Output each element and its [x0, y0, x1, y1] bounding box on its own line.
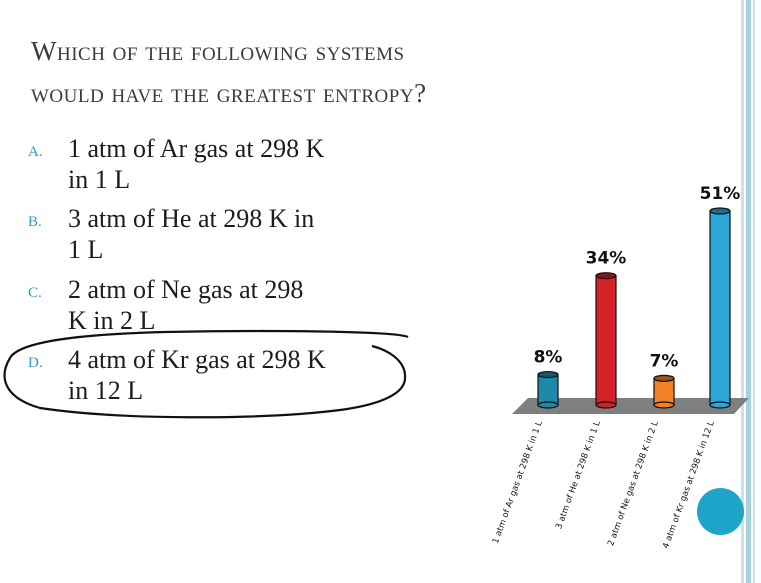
slide-title-line-1: Which of the following systems — [31, 36, 405, 66]
category-label-2: 3 atm of He at 298 K in 1 L — [554, 419, 603, 530]
hand-drawn-answer-circle — [3, 329, 409, 419]
bar-2 — [595, 275, 617, 406]
bar-3-cap — [653, 374, 675, 382]
option-b-letter: B. — [28, 214, 42, 230]
bar-1-base — [537, 401, 559, 409]
option-a-text-line-1: 1 atm of Ar gas at 298 K — [68, 134, 325, 163]
option-c-letter: C. — [28, 285, 42, 301]
option-d-letter: D. — [28, 355, 43, 371]
option-c-text-line-2: K in 2 L — [68, 306, 156, 335]
slide-title: Which of the following systems would hav… — [31, 30, 651, 114]
side-stripe-2 — [746, 0, 751, 583]
chart-floor — [512, 398, 749, 414]
decorative-dot — [697, 488, 744, 535]
bar-3-base — [653, 401, 675, 409]
bar-2-base — [595, 401, 617, 409]
value-label-4: 51% — [700, 184, 741, 204]
bar-4-cap — [709, 207, 731, 215]
side-stripe-3 — [753, 0, 755, 583]
bar-1-cap — [537, 370, 559, 379]
option-a-text-line-2: in 1 L — [68, 165, 131, 194]
category-label-1: 1 atm of Ar gas at 298 K in 1 L — [491, 419, 545, 545]
option-d-text-line-2: in 12 L — [68, 376, 144, 405]
bar-3 — [653, 377, 675, 406]
side-stripe-1 — [741, 0, 744, 583]
bar-4 — [709, 210, 731, 406]
slide-title-line-2: would have the greatest entropy? — [31, 78, 427, 108]
option-b-text-line-1: 3 atm of He at 298 K in — [68, 204, 315, 233]
option-c-text-line-1: 2 atm of Ne gas at 298 — [68, 275, 304, 304]
value-label-3: 7% — [650, 351, 679, 371]
value-label-1: 8% — [534, 348, 563, 368]
bar-1 — [537, 373, 559, 406]
bar-2-cap — [595, 272, 617, 280]
option-b-text-line-2: 1 L — [68, 235, 104, 264]
value-label-2: 34% — [586, 249, 627, 269]
bar-4-base — [709, 401, 731, 409]
category-label-3: 2 atm of Ne gas at 298 K in 2 L — [606, 419, 661, 547]
option-d-text-line-1: 4 atm of Kr gas at 298 K — [68, 345, 326, 374]
option-a-letter: A. — [28, 144, 43, 160]
